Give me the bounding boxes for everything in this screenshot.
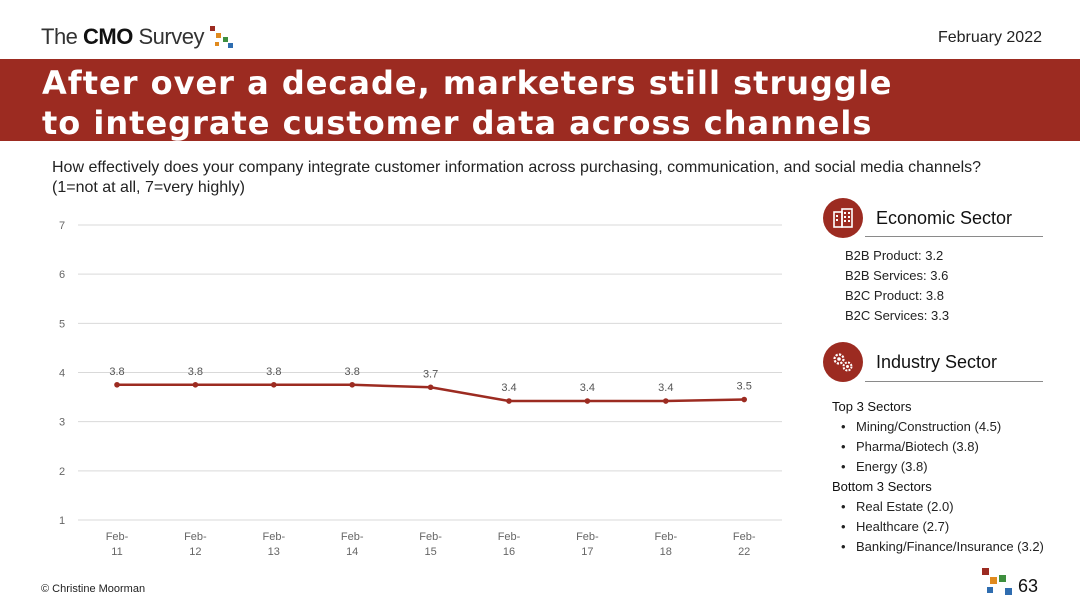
x-tick-label: Feb-14 <box>341 531 364 558</box>
x-tick-label: Feb-15 <box>419 531 442 558</box>
logo-squares-icon <box>206 24 236 50</box>
y-tick-label: 2 <box>59 466 65 478</box>
x-tick-label: Feb-17 <box>576 531 599 558</box>
top-sector-item: Mining/Construction (4.5) <box>832 417 1044 437</box>
x-tick-label: Feb-16 <box>498 531 521 558</box>
survey-question: How effectively does your company integr… <box>52 159 982 196</box>
x-tick-label: Feb-12 <box>184 531 207 558</box>
economic-sector-item: B2C Services: 3.3 <box>845 308 950 323</box>
data-point <box>663 398 669 404</box>
top-sectors-label: Top 3 Sectors <box>832 399 912 414</box>
data-label: 3.4 <box>580 382 595 394</box>
logo-text: The CMO Survey <box>41 24 204 49</box>
data-label: 3.4 <box>501 382 516 394</box>
top-sector-item: Pharma/Biotech (3.8) <box>832 437 1044 457</box>
footer-logo-squares-icon <box>980 566 1012 598</box>
y-tick-label: 7 <box>59 220 65 232</box>
data-point <box>192 381 199 388</box>
y-tick-label: 6 <box>59 269 65 281</box>
bottom-sector-item: Healthcare (2.7) <box>832 517 1044 537</box>
data-point <box>506 398 512 404</box>
x-tick-label: Feb-22 <box>733 531 756 558</box>
title-banner: After over a decade, marketers still str… <box>0 59 1080 142</box>
data-label: 3.8 <box>188 366 203 378</box>
data-point <box>584 398 591 404</box>
industry-sector-header: Industry Sector <box>823 342 997 382</box>
economic-sector-item: B2B Product: 3.2 <box>845 248 944 263</box>
data-point <box>349 381 356 388</box>
data-label: 3.4 <box>658 382 673 394</box>
building-icon <box>823 198 863 238</box>
data-label: 3.8 <box>109 366 124 378</box>
y-tick-label: 3 <box>59 417 65 429</box>
line-chart: 1 2 3 4 5 6 7 Feb-11 Feb-12 Feb-13 Feb-14 Feb-15 Feb… <box>59 220 782 558</box>
page-number: 63 <box>1017 576 1038 596</box>
data-point <box>741 396 747 403</box>
industry-sector-list: Top 3 Sectors Mining/Construction (4.5) … <box>832 397 1044 557</box>
slide-title: After over a decade, marketers still str… <box>42 64 893 142</box>
data-label: 3.5 <box>737 381 752 393</box>
report-date: February 2022 <box>937 29 1042 46</box>
economic-sector-divider <box>865 236 1043 237</box>
economic-sector-item: B2B Services: 3.6 <box>845 268 949 283</box>
economic-sector-header: Economic Sector <box>823 198 1012 238</box>
economic-sector-list: B2B Product: 3.2 B2B Services: 3.6 B2C P… <box>845 246 949 326</box>
copyright-notice: © Christine Moorman <box>41 583 146 595</box>
bottom-sector-item: Banking/Finance/Insurance (3.2) <box>832 537 1044 557</box>
data-label: 3.8 <box>345 366 360 378</box>
data-point <box>271 381 277 388</box>
top-sector-item: Energy (3.8) <box>832 457 1044 477</box>
cmo-survey-logo: The CMO Survey <box>41 20 236 50</box>
economic-sector-item: B2C Product: 3.8 <box>845 288 944 303</box>
y-tick-label: 4 <box>59 368 65 380</box>
y-tick-label: 1 <box>59 515 65 527</box>
industry-sector-divider <box>865 381 1043 382</box>
bottom-sector-item: Real Estate (2.0) <box>832 497 1044 517</box>
gears-icon <box>823 342 863 382</box>
economic-sector-title: Economic Sector <box>876 207 1013 228</box>
x-tick-label: Feb-18 <box>654 531 677 558</box>
data-point <box>114 381 120 388</box>
data-point <box>427 384 434 391</box>
x-tick-label: Feb-11 <box>106 531 129 558</box>
data-label: 3.7 <box>423 368 438 380</box>
industry-sector-title: Industry Sector <box>876 351 998 372</box>
data-label: 3.8 <box>266 366 281 378</box>
bottom-sectors-label: Bottom 3 Sectors <box>832 479 932 494</box>
x-tick-label: Feb-13 <box>262 531 285 558</box>
y-tick-label: 5 <box>59 318 65 330</box>
